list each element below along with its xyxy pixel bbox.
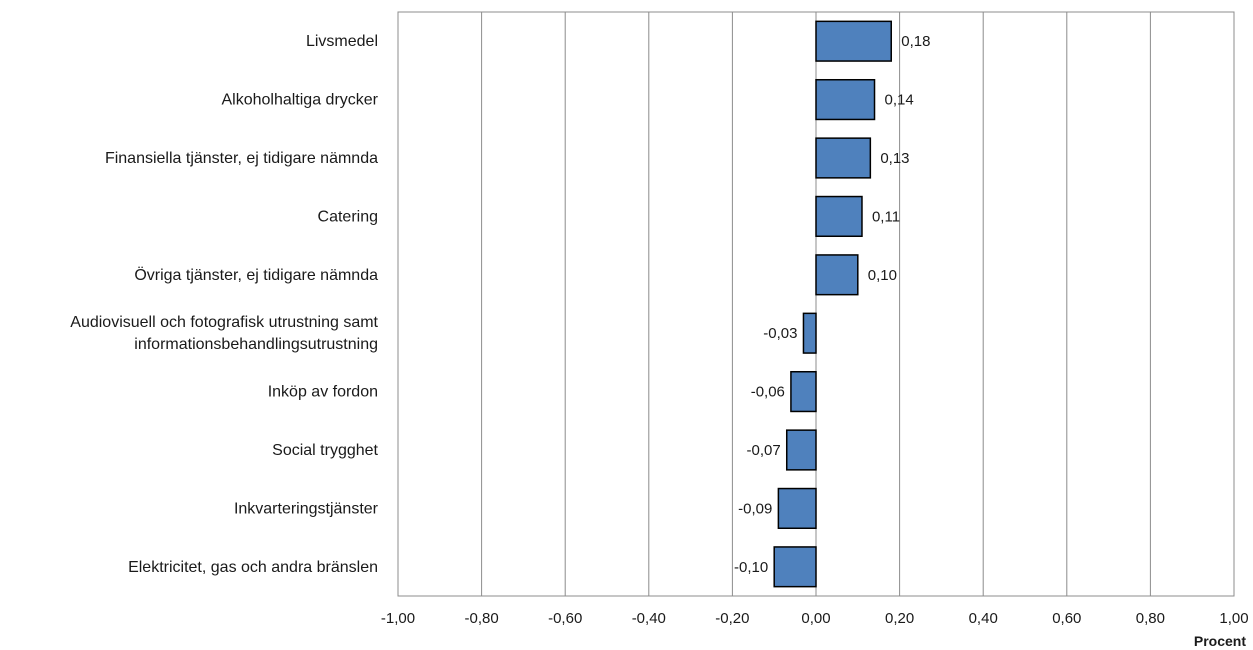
data-label: 0,13 (880, 150, 909, 167)
bar (785, 429, 817, 471)
data-label: -0,07 (747, 442, 781, 459)
bar (790, 370, 817, 413)
category-label: Finansiella tjänster, ej tidigare nämnda (105, 150, 378, 167)
bar (777, 487, 817, 530)
data-labels: 0,18 0,14 0,13 0,11 0,10 -0,03 -0,06 -0,07 -0,09… (734, 33, 930, 576)
data-label: 0,11 (872, 208, 900, 225)
data-label: -0,03 (763, 325, 797, 342)
x-tick-label: -0,20 (715, 610, 749, 627)
x-axis-title: Procent (1194, 633, 1246, 649)
x-tick-label: -0,40 (632, 610, 666, 627)
bar (815, 20, 892, 62)
category-label: Livsmedel (306, 33, 378, 50)
category-label: Alkoholhaltiga drycker (221, 92, 378, 109)
data-label: 0,10 (868, 267, 897, 284)
bar (773, 546, 817, 588)
data-label: 0,18 (901, 33, 930, 50)
x-tick-label: -0,80 (464, 610, 498, 627)
x-tick-label: 0,80 (1136, 610, 1165, 627)
x-tick-label: 0,20 (885, 610, 914, 627)
category-label: Övriga tjänster, ej tidigare nämnda (134, 266, 378, 284)
x-tick-labels: -1,00 -0,80 -0,60 -0,40 -0,20 0,00 0,20 0,40 0,6… (381, 610, 1249, 627)
x-tick-label: 0,60 (1052, 610, 1081, 627)
x-tick-label: 0,00 (801, 610, 830, 627)
category-label: Catering (318, 208, 378, 225)
data-label: 0,14 (885, 92, 914, 109)
x-tick-label: -1,00 (381, 610, 415, 627)
category-label: Social trygghet (272, 442, 378, 459)
x-tick-label: 0,40 (969, 610, 998, 627)
category-labels: Livsmedel Alkoholhaltiga drycker Finansiel… (70, 33, 378, 576)
bars (773, 20, 892, 588)
bar (815, 195, 863, 238)
category-label: Elektricitet, gas och andra bränslen (128, 559, 378, 576)
x-tick-label: 1,00 (1219, 610, 1248, 627)
category-label: Inkvarteringstjänster (234, 500, 379, 517)
category-label: Audiovisuell och fotografisk utrustning … (70, 314, 378, 353)
plot-frame (397, 11, 1235, 597)
data-label: -0,06 (751, 384, 785, 401)
bar (815, 78, 876, 121)
bar (815, 254, 859, 296)
bar (802, 312, 817, 354)
bar (815, 137, 872, 179)
data-label: -0,09 (738, 500, 772, 517)
data-label: -0,10 (734, 559, 768, 576)
category-label: Inköp av fordon (268, 384, 378, 401)
x-tick-label: -0,60 (548, 610, 582, 627)
